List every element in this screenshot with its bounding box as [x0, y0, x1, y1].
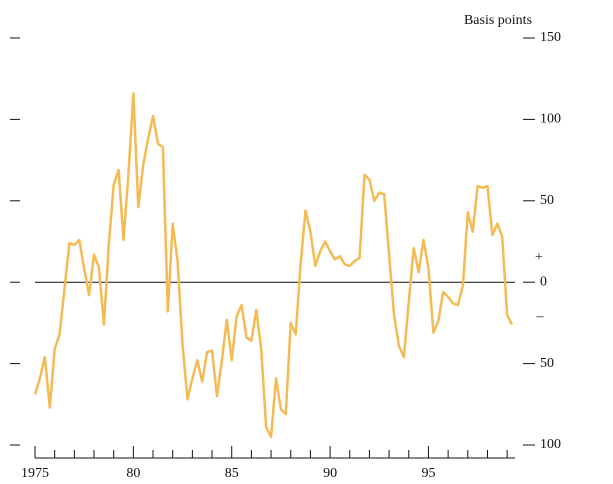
y-tick-label: 100 — [540, 437, 561, 452]
y-tick-label: 50 — [540, 356, 554, 371]
y-tick-label: 0 — [540, 274, 547, 289]
y-axis-label: Basis points — [464, 13, 532, 28]
positive-sign: + — [535, 250, 543, 265]
x-tick-label: 80 — [126, 466, 140, 481]
y-tick-label: 100 — [540, 112, 561, 127]
x-tick-label: 90 — [323, 466, 337, 481]
x-tick-label: 95 — [421, 466, 435, 481]
y-tick-label: 150 — [540, 30, 561, 45]
data-line — [33, 92, 514, 439]
y-tick-label: 50 — [540, 193, 554, 208]
x-tick-label: 1975 — [21, 466, 49, 481]
negative-sign: – — [536, 309, 545, 324]
x-tick-label: 85 — [225, 466, 239, 481]
